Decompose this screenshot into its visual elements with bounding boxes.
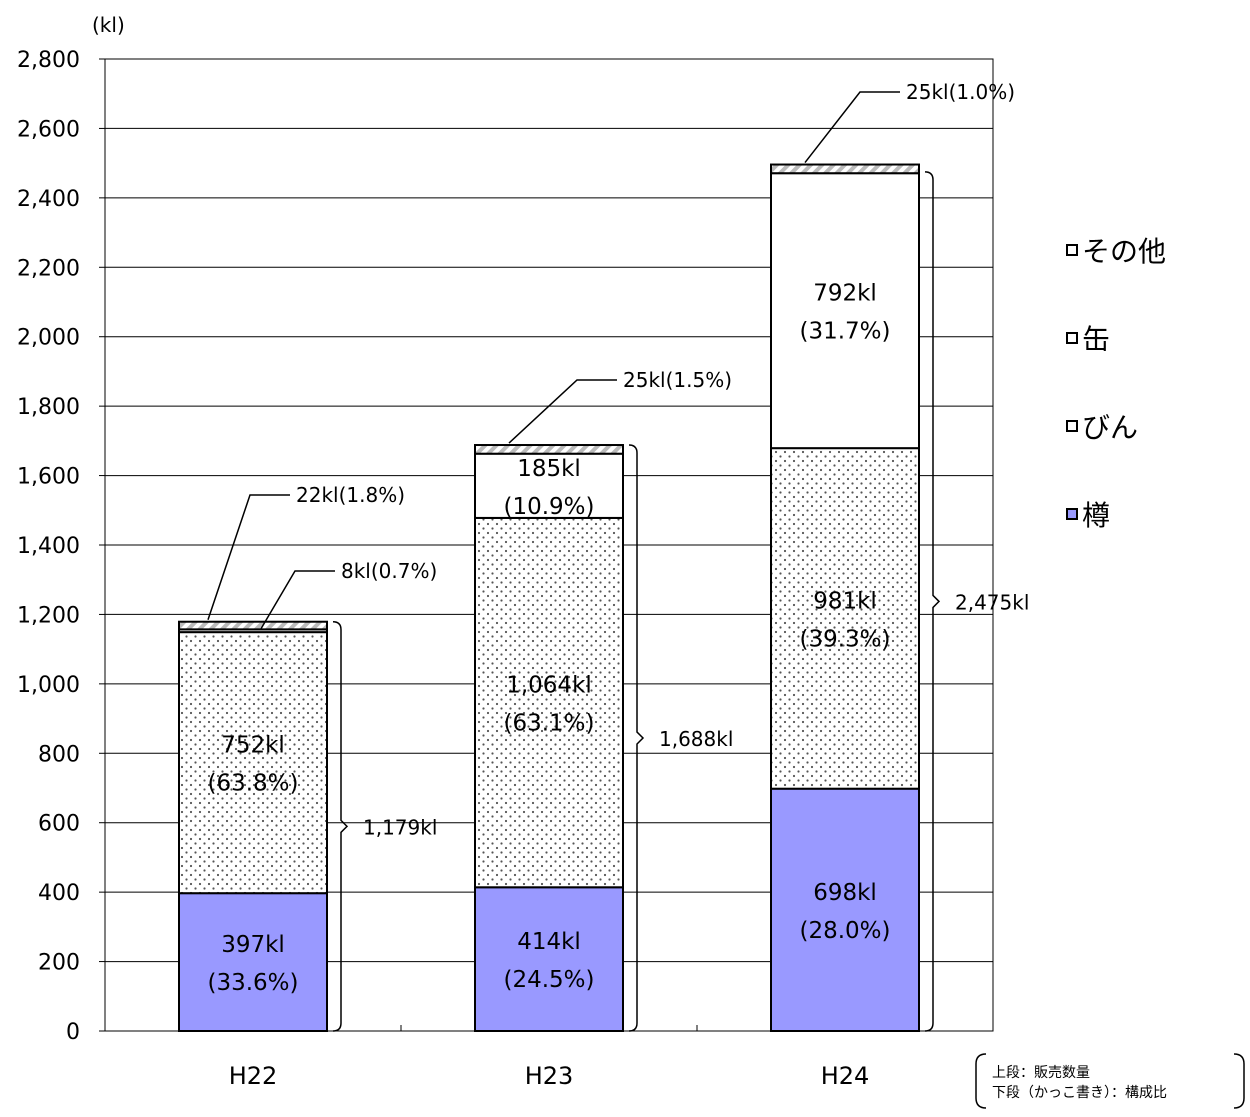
x-tick-label: H22: [229, 1062, 278, 1090]
note-brackets: [975, 1053, 1245, 1109]
leader-line: [804, 91, 900, 163]
bar-segment-taru: [770, 787, 920, 1032]
note-line-1: 上段：販売数量: [992, 1065, 1090, 1081]
annotations: 1,179kl 1,688kl 2,475kl 22kl(1.8%) 8kl(0.7%)…: [207, 80, 1029, 1032]
leader-line: [260, 570, 335, 630]
y-axis-unit: (kl): [92, 13, 125, 37]
data-label-percent: (28.0%): [799, 918, 890, 944]
bar-segment-other: [178, 620, 328, 631]
bar-segment-bin: [770, 447, 920, 790]
y-tick-label: 1,000: [17, 673, 80, 698]
leader-line: [508, 379, 617, 444]
y-tick-label: 2,000: [17, 326, 80, 351]
data-label-value: 185kl: [517, 456, 581, 482]
data-label-value: 792kl: [813, 281, 877, 307]
y-tick-label: 1,200: [17, 603, 80, 628]
bar-segment-other: [770, 163, 920, 175]
bar-segment-kan: [770, 172, 920, 450]
y-tick-label: 600: [38, 812, 80, 837]
legend-item: 樽: [1066, 494, 1110, 534]
data-label-value: 698kl: [813, 880, 877, 906]
bar-segment-kan: [474, 452, 624, 519]
y-tick-label: 1,800: [17, 395, 80, 420]
y-axis: 0 200 400 600 800 1,000 1,200 1,400 1,600 1,800 2,…: [17, 48, 105, 1045]
legend-item: その他: [1066, 230, 1166, 270]
x-tick-label: H23: [525, 1062, 574, 1090]
note-line-2: 下段（かっこ書き）：構成比: [992, 1085, 1167, 1101]
y-tick-label: 2,200: [17, 256, 80, 281]
leader-label: 25kl(1.0%): [906, 80, 1015, 104]
leader-label: 25kl(1.5%): [623, 368, 732, 392]
data-label-percent: (63.8%): [207, 771, 298, 797]
total-bracket: [628, 444, 645, 1032]
legend-label: 缶: [1082, 323, 1111, 356]
x-tick-label: H24: [821, 1062, 870, 1090]
note-box: 上段：販売数量 下段（かっこ書き）：構成比: [972, 1052, 1248, 1110]
data-label-value: 414kl: [517, 929, 581, 955]
data-label-value: 981kl: [813, 588, 877, 614]
y-tick-label: 400: [38, 881, 80, 906]
y-tick-label: 0: [66, 1020, 80, 1045]
y-tick-label: 1,400: [17, 534, 80, 559]
y-tick-label: 200: [38, 951, 80, 976]
data-label-percent: (10.9%): [503, 494, 594, 520]
legend-label: 樽: [1082, 499, 1111, 532]
total-label: 2,475kl: [955, 590, 1029, 614]
bar-segment-taru: [474, 886, 624, 1032]
total-bracket: [924, 171, 941, 1032]
bars: 397kl (33.6%) 752kl (63.8%) 414kl (24.5%) 1,06…: [178, 163, 920, 1032]
data-label-percent: (39.3%): [799, 626, 890, 652]
legend-label: その他: [1082, 235, 1167, 268]
bar-segment-other: [474, 444, 624, 455]
x-axis: H22 H23 H24: [229, 1025, 870, 1090]
legend-swatch: [1066, 332, 1078, 344]
legend-swatch: [1066, 244, 1078, 256]
data-label-percent: (63.1%): [503, 711, 594, 737]
data-label-percent: (31.7%): [799, 319, 890, 345]
y-tick-label: 2,800: [17, 48, 80, 73]
bar-segment-bin: [178, 631, 328, 895]
y-tick-label: 1,600: [17, 465, 80, 490]
y-tick-label: 2,600: [17, 117, 80, 142]
bar-segment-taru: [178, 892, 328, 1032]
legend-swatch: [1066, 420, 1078, 432]
total-bracket: [332, 620, 349, 1032]
data-label-percent: (24.5%): [503, 967, 594, 993]
leader-line: [207, 494, 290, 620]
y-tick-label: 800: [38, 742, 80, 767]
legend-item: 缶: [1066, 318, 1110, 358]
leader-label: 8kl(0.7%): [341, 559, 437, 583]
data-label-percent: (33.6%): [207, 970, 298, 996]
total-label: 1,688kl: [659, 727, 733, 751]
leader-label: 22kl(1.8%): [296, 483, 405, 507]
data-label-value: 752kl: [221, 733, 285, 759]
bar-segment-bin: [474, 516, 624, 889]
data-label-value: 397kl: [221, 932, 285, 958]
legend-label: びん: [1082, 411, 1139, 444]
y-tick-label: 2,400: [17, 187, 80, 212]
legend-item: びん: [1066, 406, 1138, 446]
data-label-value: 1,064kl: [506, 673, 592, 699]
legend-swatch: [1066, 508, 1078, 520]
total-label: 1,179kl: [363, 815, 437, 839]
